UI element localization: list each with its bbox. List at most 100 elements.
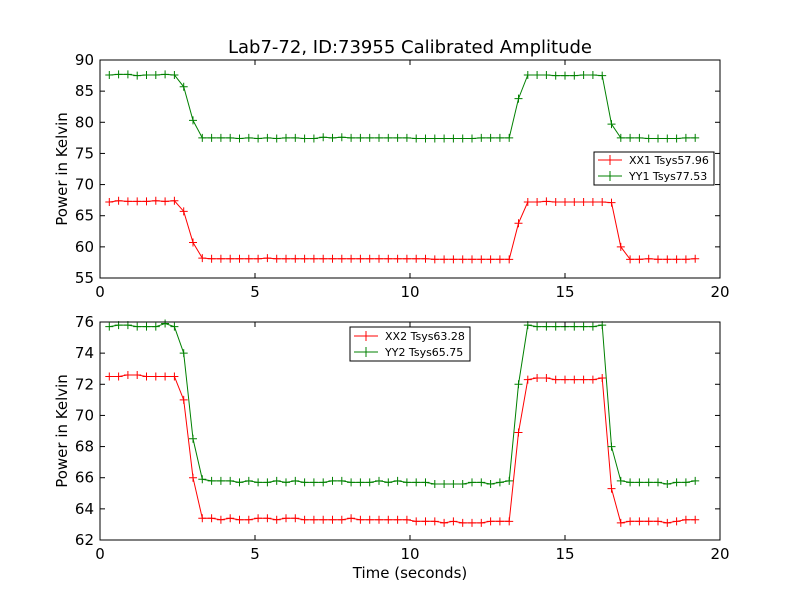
data-point: [365, 478, 374, 487]
x-tick-label: 20: [710, 545, 729, 563]
data-point: [691, 254, 700, 263]
data-point: [458, 134, 467, 143]
data-point: [282, 478, 290, 487]
data-point: [644, 254, 653, 263]
data-point: [505, 133, 514, 142]
data-point: [533, 198, 542, 207]
data-point: [142, 70, 151, 79]
data-point: [244, 254, 253, 263]
data-point: [663, 134, 672, 143]
data-point: [179, 395, 188, 404]
data-point: [626, 517, 635, 526]
data-point: [347, 133, 356, 142]
data-point: [681, 478, 690, 487]
data-point: [449, 134, 458, 143]
data-point: [393, 133, 402, 142]
data-point: [226, 133, 235, 142]
data-point: [663, 255, 672, 264]
data-point: [309, 478, 318, 487]
data-point: [430, 134, 439, 143]
data-point: [254, 254, 263, 263]
data-point: [551, 198, 560, 207]
legend-box: [593, 151, 715, 186]
legend-label-xx1: XX1 Tsys57.96: [629, 154, 709, 167]
data-point: [561, 198, 569, 207]
data-point: [440, 518, 449, 527]
data-point: [189, 238, 197, 247]
data-point: [598, 374, 607, 383]
data-point: [133, 322, 142, 331]
data-point: [477, 518, 486, 527]
data-point: [402, 478, 411, 487]
data-point: [588, 70, 597, 79]
data-point: [337, 515, 346, 524]
data-point: [123, 370, 132, 379]
data-point: [337, 254, 346, 263]
chart-title: Lab7-72, ID:73955 Calibrated Amplitude: [228, 37, 592, 58]
x-tick-label: 5: [250, 283, 260, 301]
data-point: [384, 254, 393, 263]
data-point: [607, 442, 616, 451]
data-point: [598, 198, 607, 207]
data-point: [347, 478, 356, 487]
y-tick-label: 75: [75, 144, 94, 162]
data-point: [337, 476, 346, 485]
data-point: [635, 478, 644, 487]
data-point: [123, 70, 132, 79]
data-point: [421, 478, 430, 487]
y-tick-label: 70: [75, 406, 94, 424]
data-point: [468, 134, 476, 143]
data-point: [300, 478, 309, 487]
data-point: [300, 515, 309, 524]
data-point: [449, 479, 458, 488]
data-point: [198, 254, 207, 263]
data-point: [607, 120, 616, 129]
data-point: [384, 478, 393, 487]
data-point: [468, 255, 476, 264]
data-point: [151, 196, 160, 205]
data-point: [626, 133, 635, 142]
series-line-1: [109, 73, 696, 139]
data-point: [579, 70, 588, 79]
data-point: [170, 322, 179, 331]
x-tick-label: 15: [555, 545, 574, 563]
data-point: [198, 514, 207, 523]
data-point: [402, 133, 411, 142]
chart-bottom: 0 5 10 15 20 62 64 66 68 70 72 74 76 Power in Kelvin…: [53, 313, 730, 582]
legend-top: XX1 Tsys57.96 YY1 Tsys77.53: [593, 151, 715, 186]
legend-label-xx2: XX2 Tsys63.28: [385, 330, 465, 343]
data-point: [551, 375, 560, 384]
data-point: [588, 375, 597, 384]
data-point: [412, 134, 421, 143]
data-point: [170, 196, 179, 205]
data-point: [282, 133, 290, 142]
data-point: [216, 254, 225, 263]
data-point: [216, 476, 225, 485]
data-point: [654, 478, 662, 487]
data-point: [319, 515, 328, 524]
x-tick-label: 0: [95, 545, 105, 563]
data-point: [142, 372, 151, 381]
data-point: [542, 322, 551, 331]
data-point: [170, 70, 179, 79]
y-tick-label: 85: [75, 82, 94, 100]
data-point: [616, 518, 625, 527]
data-point: [579, 322, 588, 331]
y-tick-label: 60: [75, 238, 94, 256]
data-point: [356, 478, 365, 487]
plot-frame-top: [99, 59, 721, 279]
data-point: [486, 133, 495, 142]
data-point: [272, 476, 281, 485]
data-point: [375, 254, 383, 263]
data-point: [384, 515, 393, 524]
data-point: [588, 322, 597, 331]
data-point: [635, 133, 644, 142]
data-point: [216, 515, 225, 524]
legend-box: [349, 326, 471, 362]
data-point: [458, 479, 467, 488]
data-point: [598, 71, 607, 80]
data-point: [412, 478, 421, 487]
data-point: [663, 479, 672, 488]
x-tick-label: 5: [250, 545, 260, 563]
data-point: [468, 518, 476, 527]
